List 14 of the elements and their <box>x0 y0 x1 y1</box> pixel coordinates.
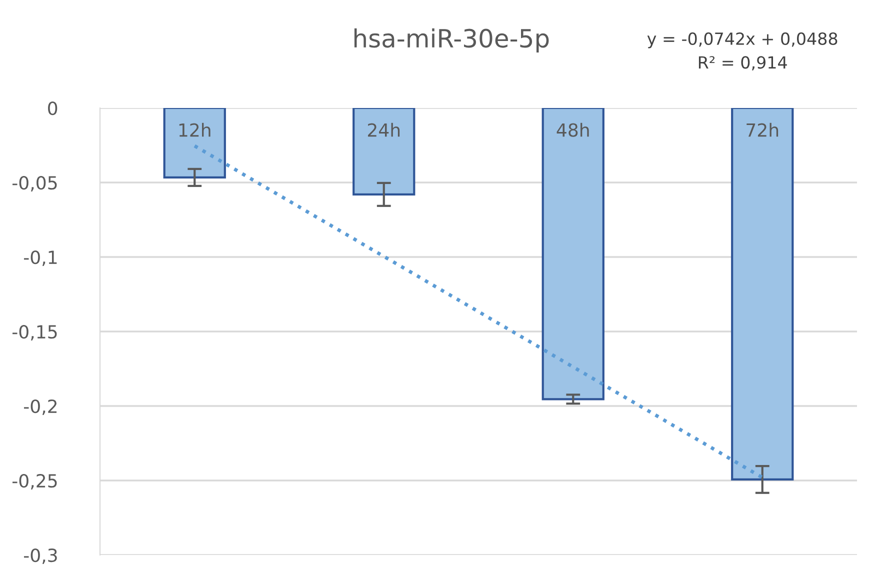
x-tick-label: 24h <box>368 122 400 137</box>
y-tick-label: -0,2 <box>24 399 57 415</box>
y-tick-label: -0,15 <box>12 324 57 340</box>
x-tick-label: 12h <box>179 122 210 137</box>
y-tick-label: -0,25 <box>12 474 57 490</box>
y-tick-label: -0,1 <box>24 250 57 266</box>
x-tick-label: 72h <box>746 122 778 137</box>
y-tick-label: -0,05 <box>12 176 57 192</box>
y-tick-label: -0,3 <box>24 548 57 564</box>
chart-title: hsa-miR-30e-5p <box>354 28 549 53</box>
x-tick-label: 48h <box>556 122 589 137</box>
y-tick-label: 0 <box>48 101 58 116</box>
text: y = -0,0742x + 0,0488 R² = 0,914 <box>647 32 838 70</box>
line-series <box>192 144 764 480</box>
